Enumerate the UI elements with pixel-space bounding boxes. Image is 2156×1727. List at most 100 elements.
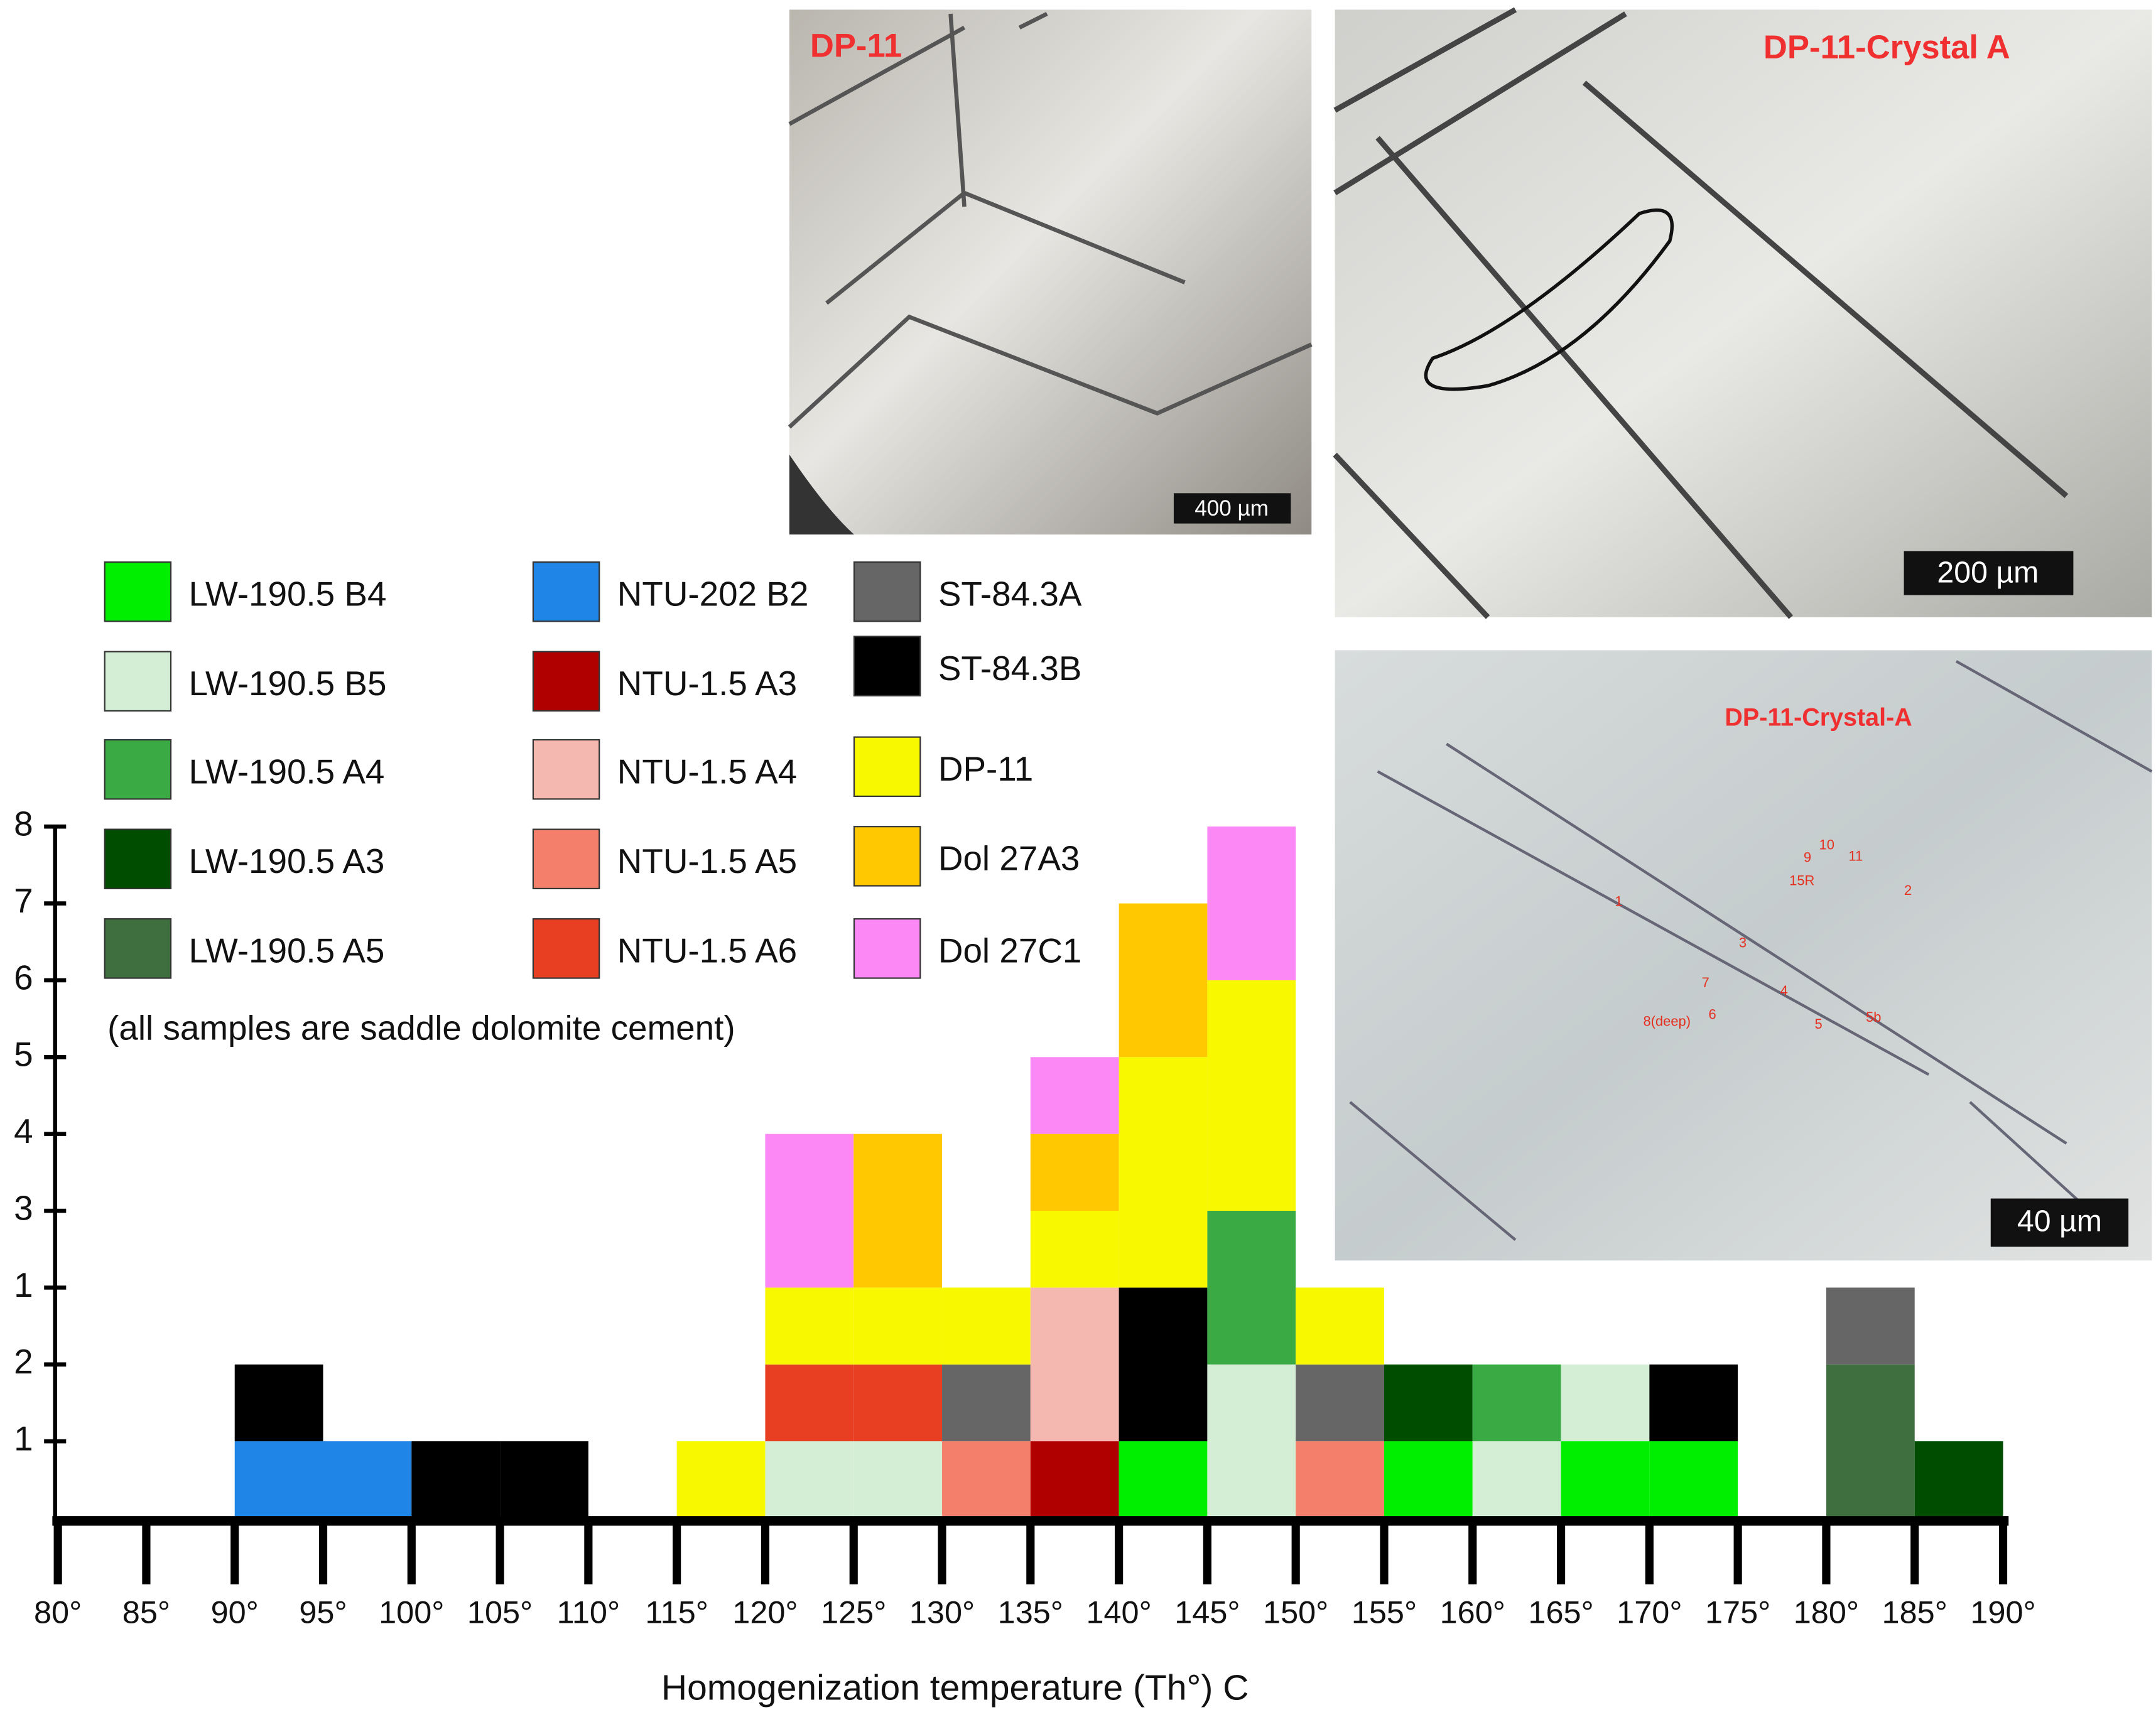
crystal-edges — [788, 12, 1313, 429]
bar-segment — [234, 1364, 323, 1442]
bar-segment — [676, 1441, 766, 1519]
bar-segment — [853, 1441, 943, 1519]
bar-segment — [765, 1364, 854, 1442]
legend-label: NTU-1.5 A6 — [617, 931, 797, 970]
x-tick-label: 120° — [732, 1594, 798, 1630]
legend-label: ST-84.3A — [938, 574, 1082, 613]
legend-swatch — [104, 739, 172, 800]
y-tick-label: 7 — [14, 881, 33, 920]
bar-segment — [1826, 1364, 1915, 1519]
y-tick-label: 1 — [14, 1265, 33, 1304]
x-tick-label: 95° — [299, 1594, 347, 1630]
outline — [1424, 208, 1674, 391]
annotation: 15R — [1789, 873, 1814, 889]
x-tick-label: 155° — [1352, 1594, 1417, 1630]
y-tick-label: 5 — [14, 1035, 33, 1074]
bar-segment — [234, 1441, 323, 1519]
x-tick-label: 125° — [821, 1594, 886, 1630]
annotation: 8(deep) — [1643, 1014, 1691, 1029]
bar-segment — [323, 1441, 412, 1519]
bar-segment — [1119, 1057, 1208, 1288]
bar-segment — [1207, 1364, 1296, 1519]
y-tick-label: 1 — [14, 1419, 33, 1458]
bar-segment — [942, 1364, 1031, 1442]
bar-segment — [1914, 1441, 2003, 1519]
bar-segment — [1649, 1441, 1738, 1519]
scale-label: 400 µm — [1194, 496, 1269, 521]
x-tick-label: 105° — [467, 1594, 533, 1630]
legend-swatch — [853, 561, 921, 622]
legend-swatch — [853, 826, 921, 887]
x-tick-label: 135° — [998, 1594, 1063, 1630]
photo: DP-11-Crystal A 200 µm — [1333, 7, 2152, 619]
legend-swatch — [532, 828, 600, 890]
bar-segment — [1384, 1441, 1473, 1519]
scale-bar — [1990, 1198, 2129, 1247]
y-tick-label: 2 — [14, 1342, 33, 1381]
legend-swatch — [532, 918, 600, 979]
x-tick-label: 110° — [557, 1594, 620, 1630]
bar-segment — [1119, 1441, 1208, 1519]
y-tick-label: 8 — [14, 804, 33, 843]
legend-label: NTU-1.5 A4 — [617, 752, 797, 791]
x-tick-label: 145° — [1174, 1594, 1240, 1630]
photo-label: DP-11-Crystal A — [1763, 29, 2010, 66]
photo-label: DP-11-Crystal-A — [1725, 704, 1912, 732]
bar-segment — [1030, 1441, 1119, 1519]
scale-label: 40 µm — [2017, 1205, 2102, 1238]
annotation: 2 — [1904, 882, 1912, 898]
photo-background — [1335, 9, 2152, 617]
bar-segment — [500, 1441, 588, 1519]
legend-swatch — [532, 739, 600, 800]
legend-label: LW-190.5 A5 — [189, 931, 385, 970]
bar-segment — [1207, 980, 1296, 1211]
bar-segment — [1207, 1210, 1296, 1365]
x-tick-label: 115° — [645, 1594, 708, 1630]
annotation: 1 — [1615, 894, 1622, 909]
x-tick-label: 185° — [1882, 1594, 1947, 1630]
legend-swatch — [853, 918, 921, 979]
legend-swatch — [104, 561, 172, 622]
annotation: 6 — [1709, 1007, 1716, 1022]
legend-label: LW-190.5 A3 — [189, 842, 385, 880]
bar-segment — [1207, 826, 1296, 980]
legend-label: DP-11 — [938, 749, 1033, 788]
bar-segment — [853, 1134, 943, 1288]
scale-bar — [1904, 551, 2074, 595]
photo: DP-11 400 µm — [788, 9, 1313, 535]
x-tick-label: 100° — [379, 1594, 444, 1630]
legend-label: NTU-1.5 A3 — [617, 664, 797, 703]
bar-segment — [1472, 1364, 1561, 1442]
note: (all samples are saddle dolomite cement) — [107, 1008, 735, 1047]
photo-label: DP-11 — [810, 28, 902, 65]
bar-segment — [942, 1441, 1031, 1519]
x-tick-label: 170° — [1617, 1594, 1682, 1630]
legend-swatch — [532, 561, 600, 622]
legend-label: ST-84.3B — [938, 649, 1082, 688]
annotation: 9 — [1804, 849, 1811, 865]
x-tick-label: 160° — [1440, 1594, 1505, 1630]
legend-label: Dol 27C1 — [938, 931, 1082, 970]
scale-label: 200 µm — [1937, 556, 2039, 590]
x-tick-label: 165° — [1528, 1594, 1593, 1630]
bar-segment — [1030, 1057, 1119, 1134]
crystal-edges — [1333, 7, 2069, 619]
dark-area — [789, 454, 855, 535]
bar-segment — [1384, 1364, 1473, 1442]
x-tick-label: 80° — [34, 1594, 82, 1630]
bar-segment — [853, 1287, 943, 1365]
annotation: 5 — [1814, 1016, 1822, 1032]
legend-swatch — [104, 828, 172, 890]
bar-segment — [1561, 1441, 1650, 1519]
bar-segment — [1030, 1287, 1119, 1442]
bar-segment — [853, 1364, 943, 1442]
annotation: 4 — [1780, 983, 1788, 999]
y-tick-label: 3 — [14, 1188, 33, 1227]
bar-segment — [1296, 1287, 1384, 1365]
bar-segment — [1296, 1364, 1384, 1442]
annotation: 5b — [1866, 1009, 1881, 1025]
x-tick-label: 85° — [122, 1594, 170, 1630]
